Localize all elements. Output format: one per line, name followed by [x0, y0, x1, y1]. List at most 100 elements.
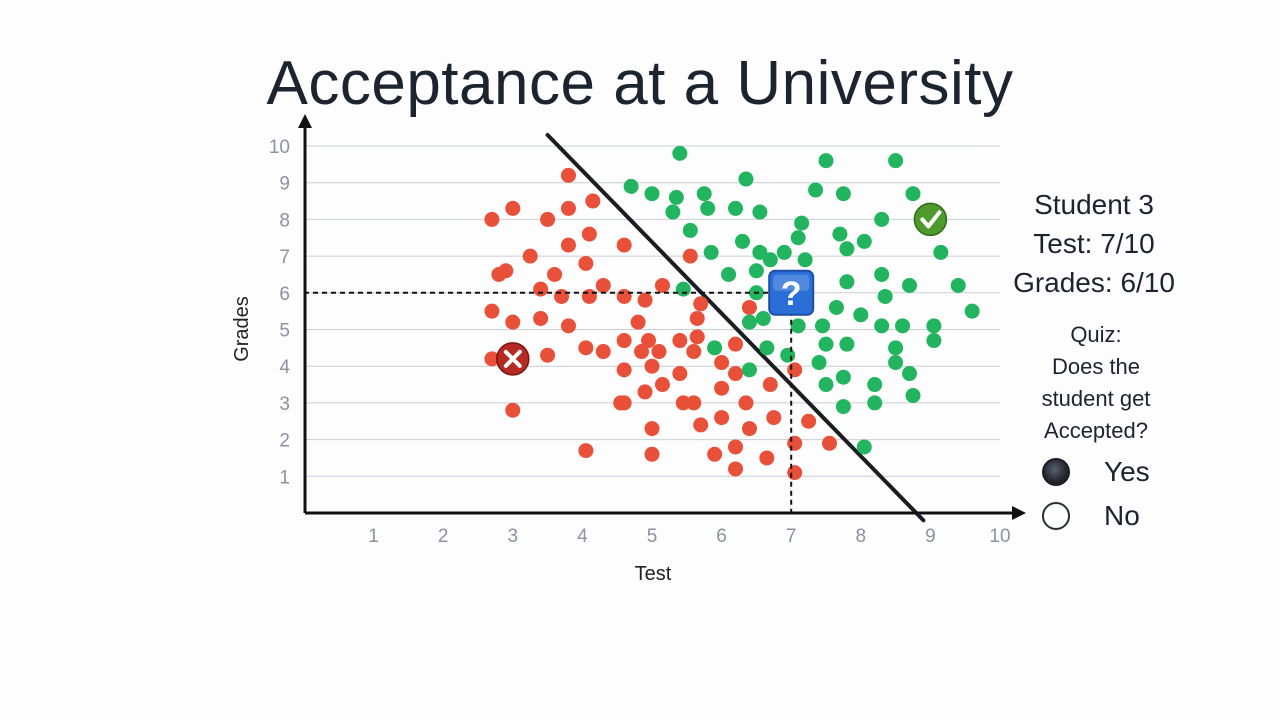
accepted-point [707, 340, 723, 356]
accepted-point [759, 340, 775, 356]
rejected-point [560, 318, 576, 334]
x-tick-label: 10 [989, 526, 1010, 547]
rejected-point [714, 355, 730, 371]
rejected-point [641, 333, 657, 349]
rejected-point [759, 450, 775, 466]
rejected-point [682, 248, 698, 264]
radio-no[interactable] [1042, 502, 1070, 530]
accepted-point [752, 204, 768, 220]
accepted-point [682, 222, 698, 238]
accepted-point [672, 145, 688, 161]
accepted-point [874, 318, 890, 334]
rejected-point [498, 263, 514, 279]
quiz-line: Does the [1051, 354, 1141, 379]
rejected-point [581, 226, 597, 242]
x-axis-label: Test [635, 563, 672, 585]
y-tick-label: 8 [279, 210, 290, 231]
accepted-point [808, 182, 824, 198]
rejected-point [484, 303, 500, 319]
student-name: Student 3 [1034, 189, 1154, 220]
accepted-point [874, 266, 890, 282]
data-points [484, 145, 980, 481]
accepted-point [797, 252, 813, 268]
rejected-point [522, 248, 538, 264]
y-tick-label: 1 [279, 467, 290, 488]
accepted-point [964, 303, 980, 319]
accepted-point [895, 318, 911, 334]
student-test-score: Test: 7/10 [1033, 228, 1155, 259]
quiz-line: student get [1041, 386, 1151, 411]
accepted-point [780, 347, 796, 363]
accepted-point [902, 277, 918, 293]
x-tick-label: 2 [438, 526, 449, 547]
accepted-point [853, 307, 869, 323]
rejected-point [595, 277, 611, 293]
question-mark-icon: ? [768, 269, 815, 316]
tick-labels: 1 2 3 4 5 6 7 8 9 10 1 2 3 4 5 6 7 8 9 10 [269, 137, 1011, 547]
rejected-point [630, 314, 646, 330]
radio-yes[interactable] [1042, 458, 1070, 486]
rejected-point [728, 366, 744, 382]
quiz-option-yes[interactable]: Yes [1042, 455, 1150, 489]
accepted-point [762, 252, 778, 268]
accepted-point [738, 171, 754, 187]
rejected-point [651, 344, 667, 360]
rejected-point [560, 200, 576, 216]
accepted-point [728, 200, 744, 216]
rejected-point [787, 362, 803, 378]
grid-lines [304, 145, 1000, 477]
rejected-point [533, 310, 549, 326]
y-tick-label: 7 [279, 247, 290, 268]
rejected-point [672, 333, 688, 349]
accepted-point [818, 377, 834, 393]
accepted-point [950, 277, 966, 293]
rejected-point [540, 211, 556, 227]
decision-boundary-line [545, 132, 926, 523]
rejected-point [547, 266, 563, 282]
y-axis-arrow-icon [298, 114, 312, 128]
accepted-point [835, 399, 851, 415]
accepted-point [668, 189, 684, 205]
student-grades-score: Grades: 6/10 [1013, 267, 1175, 298]
accepted-point [741, 314, 757, 330]
accepted-point [815, 318, 831, 334]
quiz-question: Quiz: Does the student get Accepted? [1006, 319, 1186, 447]
x-tick-label: 4 [577, 526, 588, 547]
option-no-label: No [1104, 500, 1140, 531]
accepted-point [755, 310, 771, 326]
rejected-point [741, 299, 757, 315]
rejected-point [801, 413, 817, 429]
accepted-point [623, 178, 639, 194]
accepted-point [888, 153, 904, 169]
accepted-check-icon [913, 202, 948, 237]
markers: ? [496, 202, 948, 376]
rejected-point [766, 410, 782, 426]
y-tick-label: 2 [279, 431, 290, 452]
accepted-point [902, 366, 918, 382]
quiz-line: Quiz: [1070, 322, 1122, 347]
accepted-point [703, 244, 719, 260]
accepted-point [794, 215, 810, 231]
rejected-point [578, 443, 594, 459]
rejected-point [505, 200, 521, 216]
accepted-point [696, 186, 712, 202]
option-yes-label: Yes [1104, 456, 1150, 487]
quiz-option-no[interactable]: No [1042, 499, 1140, 533]
rejected-point [616, 395, 632, 411]
query-guide-lines [304, 291, 793, 513]
rejected-point [689, 310, 705, 326]
question-glyph: ? [781, 275, 802, 313]
student-info: Student 3 Test: 7/10 Grades: 6/10 [994, 185, 1194, 302]
accepted-point [811, 355, 827, 371]
y-axis-label: Grades [231, 296, 253, 362]
rejected-point [787, 465, 803, 481]
rejected-point [644, 421, 660, 437]
rejected-point [728, 336, 744, 352]
x-tick-label: 9 [925, 526, 936, 547]
rejected-point [581, 288, 597, 304]
accepted-point [888, 340, 904, 356]
rejected-point [654, 377, 670, 393]
rejected-point [707, 446, 723, 462]
rejected-point [821, 435, 837, 451]
accepted-point [835, 369, 851, 385]
